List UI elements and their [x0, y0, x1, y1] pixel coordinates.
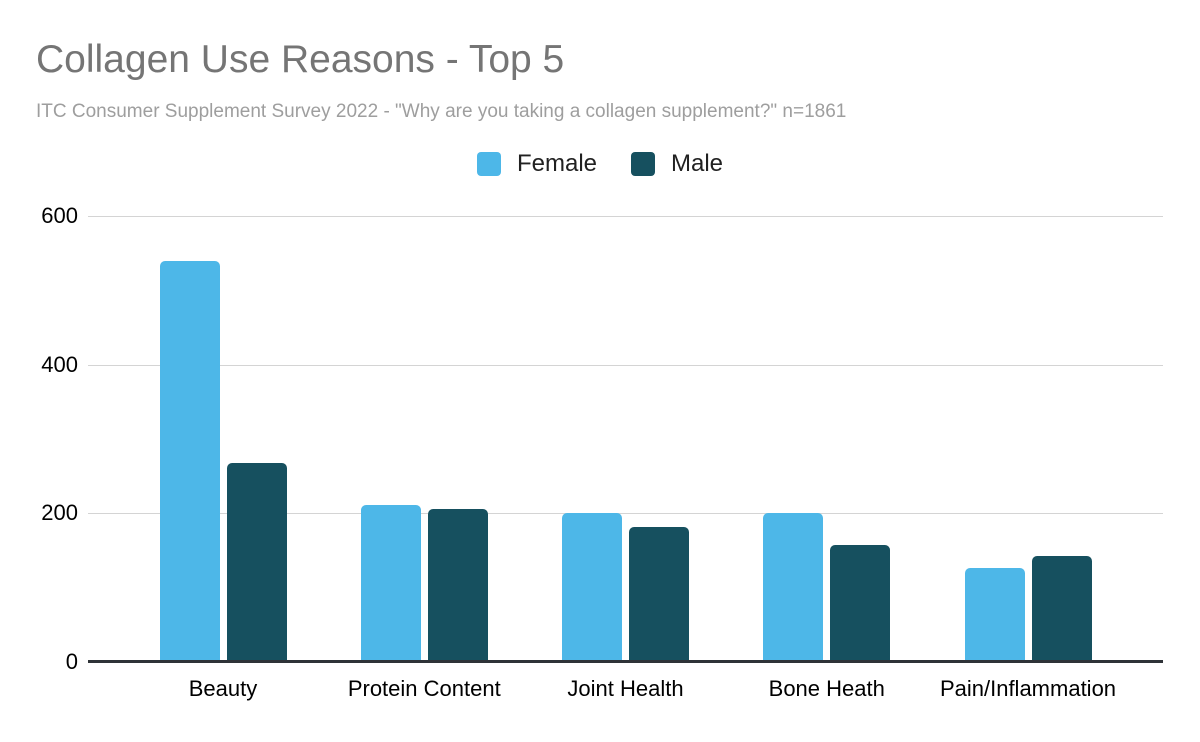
bar-female-pain-inflammation	[964, 568, 1025, 662]
legend-label-female: Female	[516, 150, 597, 177]
gridline-600	[88, 216, 1163, 217]
legend-item-female: Female	[476, 150, 597, 178]
x-axis-label-beauty: Beauty	[188, 676, 258, 701]
bar-male-joint-health	[629, 527, 689, 662]
x-axis: Beauty Protein Content Joint Health Bone He…	[0, 676, 1200, 706]
bar-male-bone-heath	[830, 545, 891, 662]
legend-item-male: Male	[631, 150, 723, 178]
bar-female-protein-content	[360, 505, 421, 662]
legend: Female Male	[0, 150, 1200, 178]
plot-area	[88, 216, 1163, 663]
bar-group-bone-heath	[763, 513, 891, 662]
legend-swatch-male	[631, 152, 655, 176]
legend-swatch-female	[476, 152, 501, 176]
y-tick-400: 400	[41, 351, 78, 377]
chart-subtitle: ITC Consumer Supplement Survey 2022 - "W…	[36, 101, 847, 122]
x-axis-label-bone-heath: Bone Heath	[768, 676, 885, 701]
y-axis: 0 200 400 600	[0, 203, 78, 674]
y-tick-200: 200	[41, 500, 78, 526]
bar-male-protein-content	[427, 509, 488, 662]
bar-group-pain-inflammation	[964, 556, 1092, 662]
chart-title: Collagen Use Reasons - Top 5	[36, 38, 565, 81]
x-axis-label-joint-health: Joint Health	[567, 676, 684, 701]
bar-group-joint-health	[562, 513, 689, 662]
gridline-200	[88, 513, 1163, 515]
bar-group-beauty	[159, 261, 287, 662]
bar-female-bone-heath	[763, 513, 824, 662]
x-axis-label-pain-inflammation: Pain/Inflammation	[939, 676, 1117, 701]
y-tick-600: 600	[41, 203, 78, 228]
bar-male-pain-inflammation	[1031, 556, 1092, 662]
legend-label-male: Male	[671, 150, 724, 177]
gridline-400	[88, 364, 1163, 366]
bar-group-protein-content	[360, 505, 488, 662]
y-tick-0: 0	[65, 649, 78, 674]
bar-female-joint-health	[562, 513, 622, 662]
x-axis-line	[88, 660, 1163, 663]
bar-female-beauty	[159, 261, 220, 662]
x-axis-label-protein-content: Protein Content	[347, 676, 501, 701]
bar-male-beauty	[226, 463, 287, 662]
